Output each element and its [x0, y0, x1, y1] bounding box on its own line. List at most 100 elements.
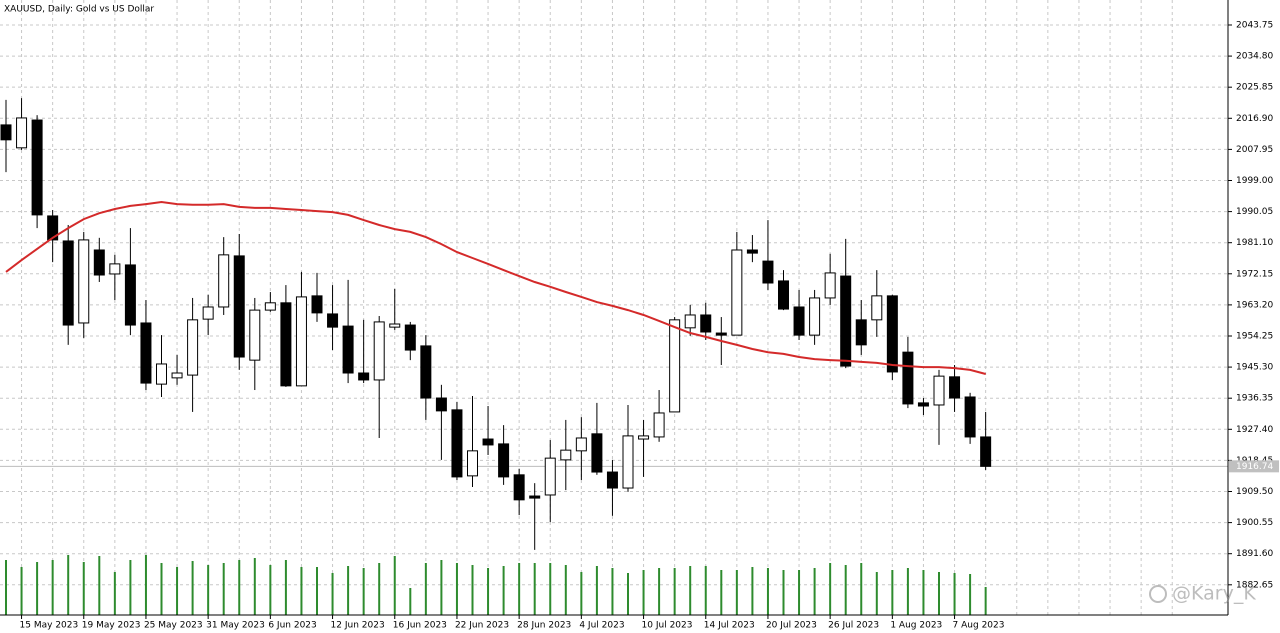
- candle-body: [264, 302, 276, 311]
- candle-body: [606, 471, 618, 489]
- y-tick-label: 1945.30: [1236, 363, 1273, 373]
- candle-body: [902, 351, 914, 405]
- y-tick-label: 2025.85: [1236, 83, 1273, 93]
- candle-body: [47, 215, 59, 241]
- candle-body: [591, 433, 603, 473]
- candle-body: [575, 437, 587, 452]
- y-tick-label: 1900.55: [1236, 518, 1273, 528]
- candle-body: [824, 272, 836, 299]
- y-tick-label: 1999.00: [1236, 176, 1273, 186]
- x-tick-label: 22 Jun 2023: [455, 621, 509, 631]
- y-tick-label: 1963.20: [1236, 300, 1273, 310]
- candle-body: [560, 449, 572, 461]
- candle-body: [342, 325, 354, 374]
- candle-body: [420, 345, 432, 399]
- x-tick-label: 14 Jul 2023: [704, 621, 755, 631]
- candle-body: [653, 412, 665, 438]
- candle-body: [871, 295, 883, 321]
- candle-body: [467, 450, 478, 477]
- y-tick-label: 1909.50: [1236, 487, 1273, 497]
- x-tick-label: 31 May 2023: [206, 621, 265, 631]
- candle-body: [731, 249, 743, 336]
- candle-body: [933, 375, 945, 406]
- y-tick-label: 1981.10: [1236, 238, 1273, 248]
- candle-body: [140, 322, 152, 384]
- candle-body: [840, 275, 852, 367]
- candle-body: [793, 306, 805, 336]
- candle-body: [435, 397, 447, 412]
- candle-body: [855, 319, 867, 346]
- candle-body: [280, 302, 292, 387]
- volume-layer: [5, 555, 987, 615]
- candle-body: [62, 240, 74, 326]
- candle-body: [31, 119, 43, 216]
- x-tick-label: 19 May 2023: [82, 621, 141, 631]
- x-tick-label: 1 Aug 2023: [890, 621, 942, 631]
- y-tick-label: 1882.65: [1236, 580, 1273, 590]
- y-tick-label: 2043.75: [1236, 20, 1273, 30]
- candle-body: [187, 319, 199, 376]
- candle-body: [311, 295, 323, 314]
- candle-body: [684, 314, 696, 329]
- y-tick-label: 1891.60: [1236, 549, 1273, 559]
- candle-body: [0, 124, 12, 141]
- candle-body: [93, 249, 105, 276]
- x-tick-label: 20 Jul 2023: [766, 621, 817, 631]
- candle-body: [746, 249, 758, 254]
- moving-average-line: [5, 200, 986, 375]
- candle-body: [202, 306, 214, 320]
- y-tick-label: 1927.40: [1236, 425, 1273, 435]
- candle-body: [124, 264, 136, 326]
- y-tick-label: 1972.15: [1236, 269, 1273, 279]
- candle-body: [669, 319, 681, 413]
- candle-body: [249, 309, 261, 361]
- watermark-text: @Kary_K: [1172, 583, 1256, 605]
- candle-body: [295, 296, 307, 387]
- candle-body: [980, 436, 992, 467]
- candle-body: [917, 402, 929, 407]
- candle-body: [622, 435, 634, 489]
- candle-body: [964, 396, 976, 438]
- x-tick-label: 28 Jun 2023: [517, 621, 571, 631]
- candle-body: [451, 409, 463, 478]
- candle-body: [762, 260, 774, 284]
- candle-body: [886, 295, 898, 373]
- candle-body: [156, 363, 167, 385]
- x-tick-label: 26 Jul 2023: [828, 621, 879, 631]
- candle-body: [513, 474, 525, 501]
- y-tick-label: 1936.35: [1236, 394, 1273, 404]
- candle-body: [715, 332, 727, 336]
- last-price-box: [1229, 460, 1279, 473]
- candle-body: [498, 443, 510, 478]
- candle-body: [16, 117, 28, 149]
- candle-body: [544, 457, 556, 496]
- x-tick-label: 6 Jun 2023: [268, 621, 316, 631]
- y-tick-label: 2016.90: [1236, 114, 1273, 124]
- y-tick-label: 1990.05: [1236, 207, 1273, 217]
- x-tick-label: 7 Aug 2023: [953, 621, 1005, 631]
- candle-body: [482, 438, 494, 446]
- candle-layer: [0, 98, 992, 550]
- candle-body: [327, 313, 339, 328]
- candle-body: [218, 254, 230, 308]
- candle-body: [78, 239, 90, 324]
- chart-title: XAUUSD, Daily: Gold vs US Dollar: [4, 5, 154, 15]
- candle-body: [233, 255, 245, 358]
- x-tick-label: 16 Jun 2023: [393, 621, 447, 631]
- candle-body: [389, 323, 401, 328]
- candle-body: [358, 372, 370, 381]
- x-tick-label: 12 Jun 2023: [331, 621, 385, 631]
- candle-body: [638, 435, 650, 440]
- x-tick-label: 25 May 2023: [144, 621, 203, 631]
- y-tick-label: 2034.80: [1236, 52, 1273, 62]
- last-price-label: 1916.74: [1236, 462, 1273, 472]
- candle-body: [809, 297, 821, 336]
- x-tick-label: 15 May 2023: [20, 621, 79, 631]
- y-tick-label: 2007.95: [1236, 145, 1273, 155]
- candle-body: [109, 263, 121, 275]
- candle-body: [373, 321, 385, 381]
- x-tick-label: 4 Jul 2023: [579, 621, 624, 631]
